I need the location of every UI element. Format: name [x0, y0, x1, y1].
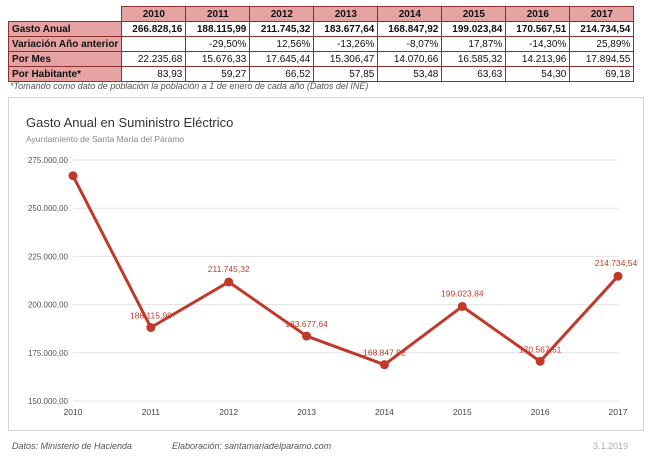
- x-tick-label: 2014: [375, 407, 394, 417]
- row-label: Por Habitante*: [7, 66, 123, 82]
- table-cell: 214.734,54: [569, 21, 635, 37]
- year-header: 2013: [313, 6, 379, 22]
- data-point: [224, 277, 234, 287]
- y-tick-label: 275.000,00: [28, 156, 69, 165]
- year-header: 2012: [249, 6, 315, 22]
- row-label: Variación Año anterior: [7, 36, 123, 52]
- chart-title: Gasto Anual en Suministro Eléctrico: [26, 115, 234, 130]
- table-header-row: 2010 2011 2012 2013 2014 2015 2016 2017: [8, 6, 635, 22]
- table-cell: 16.585,32: [441, 51, 507, 67]
- table-cell: 14.070,66: [377, 51, 443, 67]
- year-header: 2014: [377, 6, 443, 22]
- table-cell: 66,52: [249, 66, 315, 82]
- table-cell: 54,30: [505, 66, 571, 82]
- table-row: Gasto Anual 266.828,16 188.115,99 211.74…: [7, 21, 635, 37]
- table-cell: 199.023,84: [441, 21, 507, 37]
- table-cell: -14,30%: [505, 36, 571, 52]
- row-label: Por Mes: [7, 51, 123, 67]
- table-cell: 15.306,47: [313, 51, 379, 67]
- data-label: 188.115,99: [130, 311, 172, 321]
- table-cell: 183.677,64: [313, 21, 379, 37]
- data-label: 170.567,51: [519, 344, 562, 354]
- x-tick-label: 2017: [609, 407, 628, 417]
- x-tick-label: 2016: [531, 407, 550, 417]
- data-label: 214.734,54: [595, 258, 638, 268]
- data-point: [146, 323, 156, 333]
- table-cell: 14.213,96: [505, 51, 571, 67]
- data-label: 211.745,32: [208, 264, 250, 274]
- table-cell: 17,87%: [441, 36, 507, 52]
- data-point: [68, 171, 78, 181]
- x-tick-label: 2010: [64, 407, 83, 417]
- data-point: [613, 271, 623, 281]
- y-tick-label: 225.000,00: [28, 252, 69, 261]
- table-cell: -13,26%: [313, 36, 379, 52]
- table-cell: 53,48: [377, 66, 443, 82]
- x-tick-label: 2012: [219, 407, 238, 417]
- year-header: 2011: [185, 6, 251, 22]
- table-cell: 188.115,99: [185, 21, 251, 37]
- table-cell: [121, 36, 187, 52]
- year-header: 2015: [441, 6, 507, 22]
- date-text: 3.1.2019: [592, 441, 628, 451]
- table-cell: 211.745,32: [249, 21, 315, 37]
- data-point: [302, 331, 312, 341]
- year-header: 2010: [121, 6, 187, 22]
- table-cell: 22.235,68: [121, 51, 187, 67]
- series-line: [71, 174, 620, 367]
- source-text: Datos: Ministerio de Hacienda: [12, 441, 133, 451]
- chart-card: 150.000,00 175.000,00 200.000,00 225.000,00…: [8, 97, 644, 431]
- table-cell: 15.676,33: [185, 51, 251, 67]
- table-row: Variación Año anterior -29,50% 12,56% -1…: [7, 36, 635, 52]
- table-cell: 17.894,55: [569, 51, 635, 67]
- data-point: [379, 360, 389, 370]
- data-point: [535, 356, 545, 366]
- table-corner: [8, 6, 123, 22]
- data-label: 183.677,64: [285, 319, 328, 329]
- table-cell: 12,56%: [249, 36, 315, 52]
- table-cell: 168.847,92: [377, 21, 443, 37]
- credit-text: Elaboración: santamariadelparamo.com: [172, 441, 332, 451]
- data-label: 199.023,84: [441, 288, 484, 298]
- x-tick-label: 2011: [142, 407, 161, 417]
- chart-subtitle: Ayuntamiento de Santa María del Páramo: [26, 134, 185, 144]
- data-point: [457, 301, 467, 311]
- table-cell: 170.567,51: [505, 21, 571, 37]
- table-cell: 266.828,16: [121, 21, 187, 37]
- table-cell: -8,07%: [377, 36, 443, 52]
- year-header: 2017: [569, 6, 635, 22]
- table-cell: 57,85: [313, 66, 379, 82]
- x-tick-label: 2015: [453, 407, 472, 417]
- x-tick-label: 2013: [297, 407, 316, 417]
- population-note: *Tomando como dato de población la pobla…: [10, 81, 369, 91]
- table-cell: 25,89%: [569, 36, 635, 52]
- table-row: Por Mes 22.235,68 15.676,33 17.645,44 15…: [7, 51, 635, 67]
- table-cell: 63,63: [441, 66, 507, 82]
- table-row: Por Habitante* 83,93 59,27 66,52 57,85 5…: [7, 66, 635, 82]
- table-cell: -29,50%: [185, 36, 251, 52]
- y-tick-label: 175.000,00: [28, 349, 69, 358]
- table-cell: 17.645,44: [249, 51, 315, 67]
- summary-table: 2010 2011 2012 2013 2014 2015 2016 2017 …: [7, 6, 635, 82]
- table-cell: 83,93: [121, 66, 187, 82]
- row-label: Gasto Anual: [7, 21, 123, 37]
- y-tick-label: 200.000,00: [28, 301, 69, 310]
- year-header: 2016: [505, 6, 571, 22]
- table-cell: 69,18: [569, 66, 635, 82]
- line-chart: 150.000,00 175.000,00 200.000,00 225.000,00…: [28, 156, 638, 417]
- y-tick-label: 250.000,00: [28, 204, 69, 213]
- data-label: 168.847,92: [363, 348, 406, 358]
- table-cell: 59,27: [185, 66, 251, 82]
- y-tick-label: 150.000,00: [28, 397, 69, 406]
